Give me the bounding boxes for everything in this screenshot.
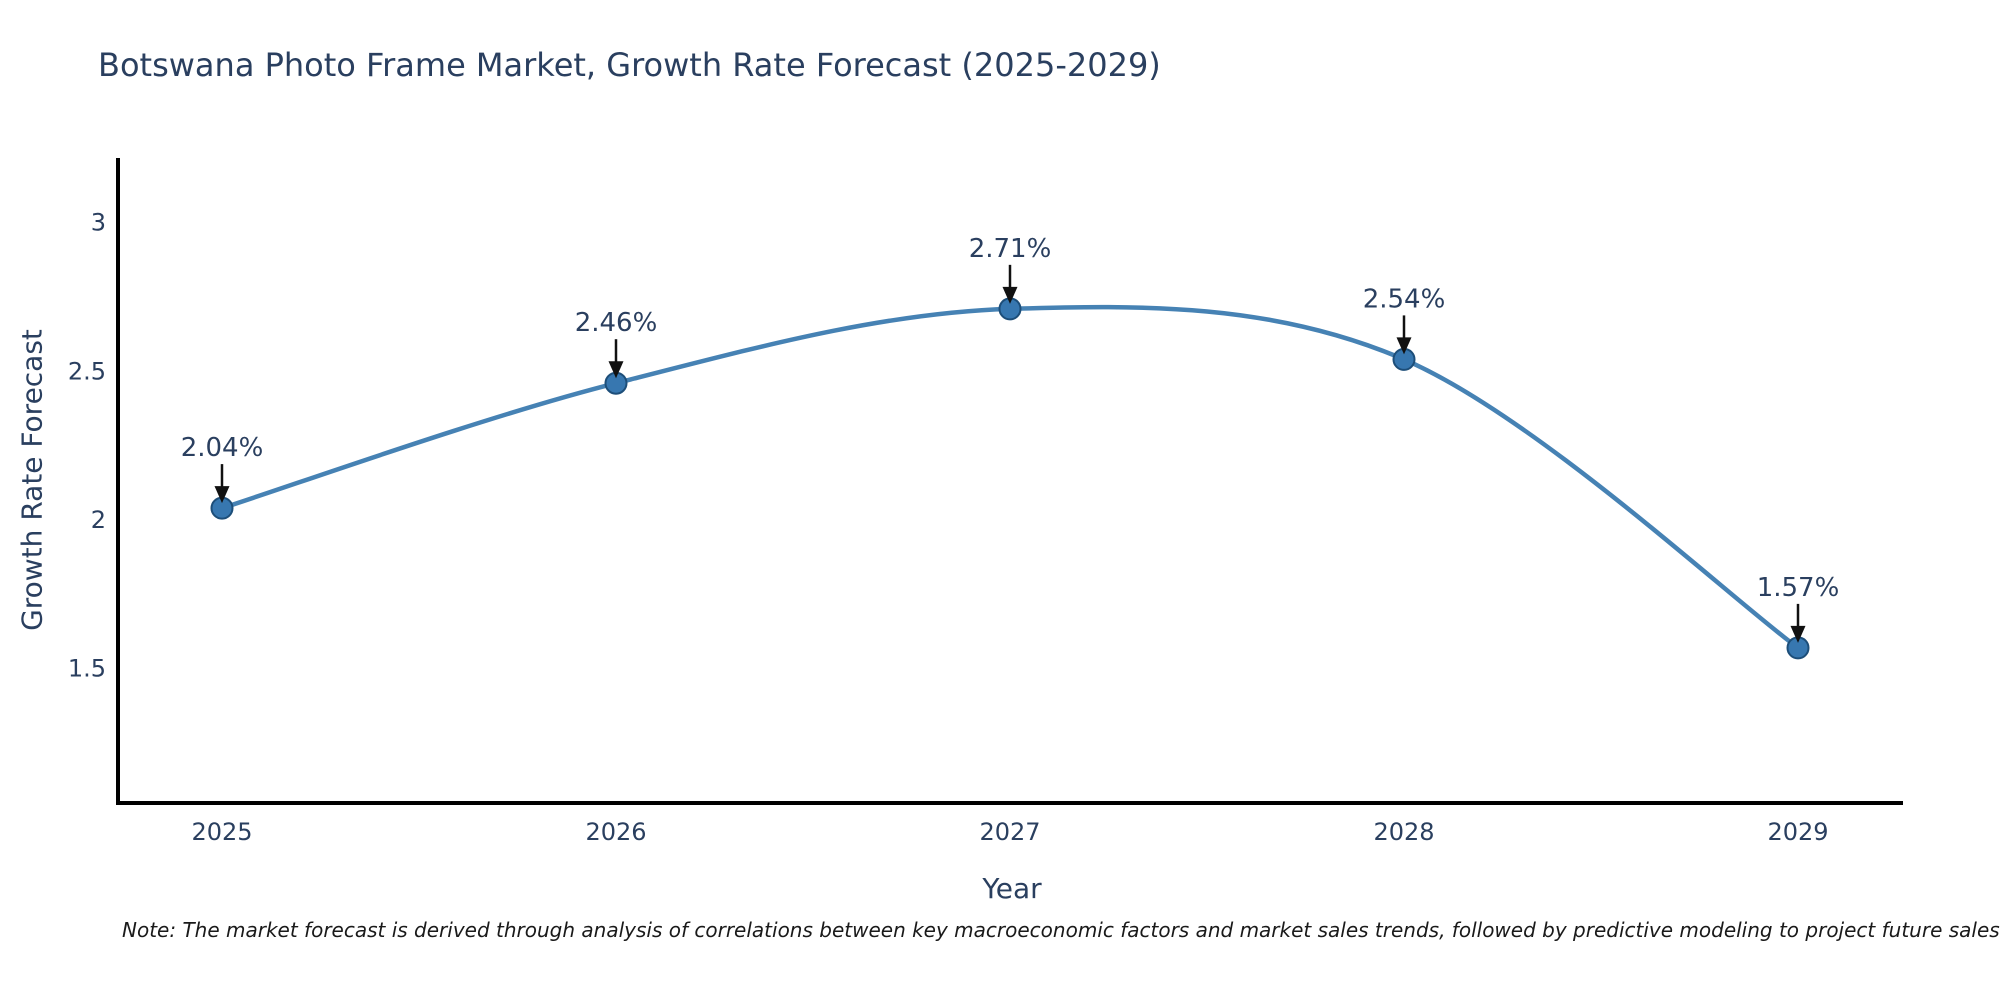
annotation-arrowhead [1002,286,1018,304]
annotation-arrowhead [1790,625,1806,643]
x-axis-title: Year [982,872,1042,905]
y-tick-label: 2 [91,506,106,534]
x-tick-label: 2029 [1767,818,1828,846]
data-point-label: 2.54% [1363,284,1446,314]
x-tick-label: 2026 [585,818,646,846]
data-point-label: 2.04% [181,433,264,463]
chart-title: Botswana Photo Frame Market, Growth Rate… [98,46,1161,84]
x-tick-label: 2028 [1373,818,1434,846]
annotation-arrowhead [1396,337,1412,355]
y-tick-label: 1.5 [68,655,106,683]
footnote: Note: The market forecast is derived thr… [122,918,2000,942]
data-point-label: 2.46% [575,308,658,338]
x-tick-label: 2027 [979,818,1040,846]
annotation-arrowhead [214,486,230,504]
forecast-spline-line [221,304,1800,650]
y-tick-label: 3 [91,209,106,237]
y-tick-label: 2.5 [68,357,106,385]
y-axis-title: Growth Rate Forecast [15,329,49,631]
data-point-label: 1.57% [1757,573,1840,603]
x-tick-label: 2025 [191,818,252,846]
annotation-arrowhead [608,361,624,379]
data-point-label: 2.71% [969,234,1052,264]
